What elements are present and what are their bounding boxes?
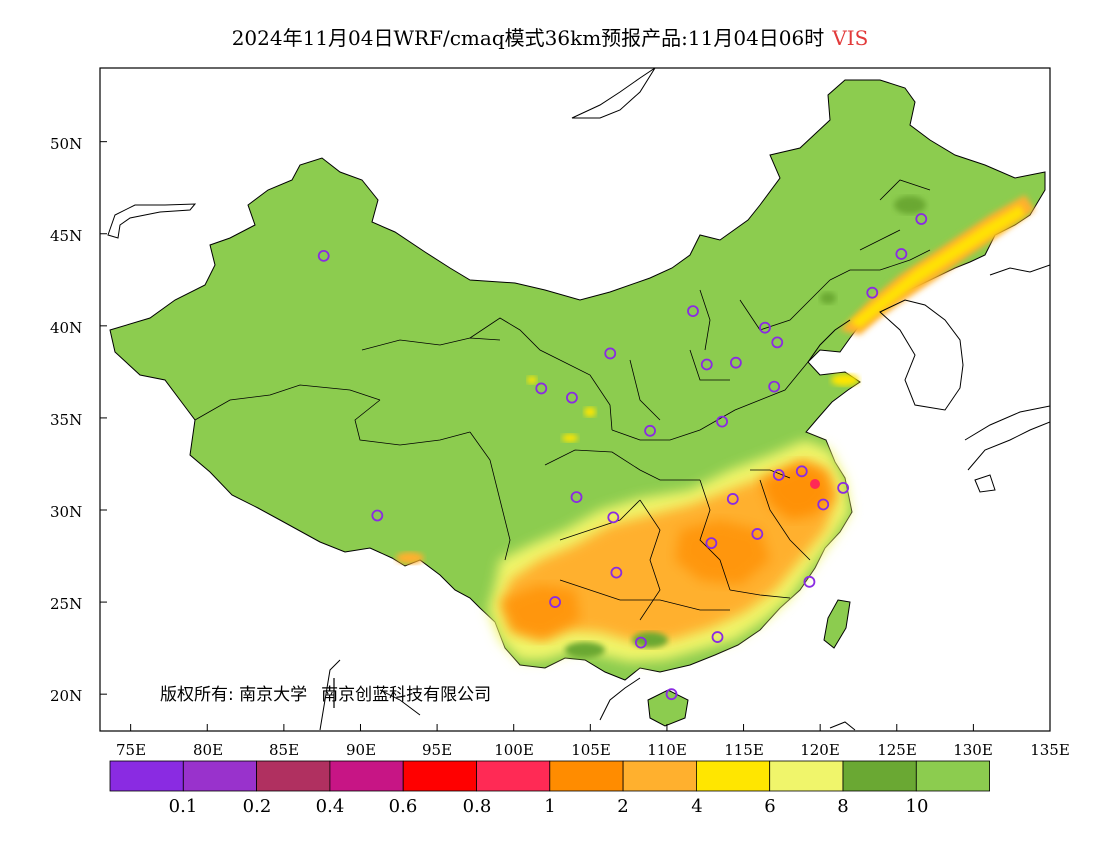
lat-label-50: 50N [50,135,83,153]
lon-label-115: 115E [724,741,764,759]
province-boundaries [194,179,931,621]
colorbar-swatch [329,760,404,792]
station-marker [768,380,781,393]
neighbor-coastlines [107,68,1050,731]
station-marker [705,537,718,550]
station-marker [759,321,771,334]
station-marker [716,415,728,428]
colorbar-swatch [549,760,624,792]
station-marker [317,249,330,262]
station-marker [607,511,620,524]
colorbar-label: 8 [837,796,849,817]
station-marker [895,248,908,260]
station-marker [634,636,647,649]
colorbar-label: 4 [691,796,703,817]
colorbar-swatch [696,760,771,792]
copyright-owner-company: 南京创蓝科技有限公司 [321,685,492,705]
map-title: 2024年11月04日WRF/cmaq模式36km预报产品:11月04日06时 V… [0,22,1100,51]
station-marker [665,688,678,701]
station-markers [317,213,928,701]
colorbar-swatch [402,760,477,792]
station-marker [866,286,879,299]
station-marker [535,382,548,395]
colorbar-swatch [256,760,331,792]
lon-ticks [130,724,1051,731]
station-marker [795,465,808,478]
station-marker [729,356,742,369]
lat-label-35: 35N [50,411,83,429]
visibility-field [396,195,1035,662]
lat-label-30: 30N [50,503,83,521]
hainan-island [647,689,689,727]
station-marker [604,347,617,360]
copyright-label: 版权所有: [160,685,234,705]
colorbar-label: 0.6 [388,796,418,817]
station-marker [549,596,561,608]
colorbar-label: 0.4 [315,796,345,817]
station-marker [566,391,578,404]
colorbar-label: 2 [617,796,629,817]
station-marker [644,424,656,437]
station-marker [772,469,785,481]
lat-label-45: 45N [50,227,83,245]
lon-label-125: 125E [877,741,917,759]
station-marker [837,481,850,494]
colorbar-swatch [915,760,990,792]
station-marker [700,358,713,371]
lon-label-105: 105E [571,741,611,759]
lat-label-40: 40N [50,319,83,337]
lon-label-75: 75E [115,741,147,759]
lat-label-20: 20N [50,687,83,705]
lon-label-100: 100E [494,741,534,759]
lon-label-110: 110E [647,741,687,759]
colorbar-label: 6 [764,796,776,817]
taiwan-island [823,599,851,649]
colorbar-swatch [476,760,551,792]
lon-label-130: 130E [953,741,993,759]
station-marker [610,566,623,579]
colorbar [109,760,990,792]
lon-label-85: 85E [268,741,300,759]
lat-ticks [100,141,107,695]
title-text: 2024年11月04日WRF/cmaq模式36km预报产品:11月04日06时 [231,26,825,50]
variable-name: VIS [832,26,869,50]
lon-label-135: 135E [1030,741,1070,759]
station-marker [803,575,816,588]
colorbar-label: 0.2 [242,796,272,817]
copyright-notice: 版权所有: 南京大学 南京创蓝科技有限公司 [160,680,491,705]
colorbar-swatch [109,760,184,792]
lat-label-25: 25N [50,595,83,613]
station-marker [570,491,583,504]
colorbar-label: 10 [905,796,929,817]
bohai-coast [807,319,851,363]
map-frame [99,67,1051,732]
lon-label-95: 95E [421,741,453,759]
lon-label-90: 90E [345,741,377,759]
lon-label-120: 120E [800,741,840,759]
station-marker [371,509,384,522]
colorbar-swatch [182,760,258,792]
colorbar-swatch [769,760,844,792]
station-marker [817,498,830,511]
lon-label-80: 80E [192,741,224,759]
station-marker [915,213,928,225]
colorbar-label: 0.1 [168,796,198,817]
colorbar-label: 0.8 [462,796,492,817]
station-marker [771,336,784,349]
station-marker [726,493,739,505]
station-marker [711,631,724,643]
colorbar-swatch [842,760,917,792]
colorbar-swatch [622,760,697,792]
copyright-owner-university: 南京大学 [239,685,308,705]
station-marker [687,305,699,318]
station-marker [751,528,764,540]
colorbar-label: 1 [544,796,556,817]
